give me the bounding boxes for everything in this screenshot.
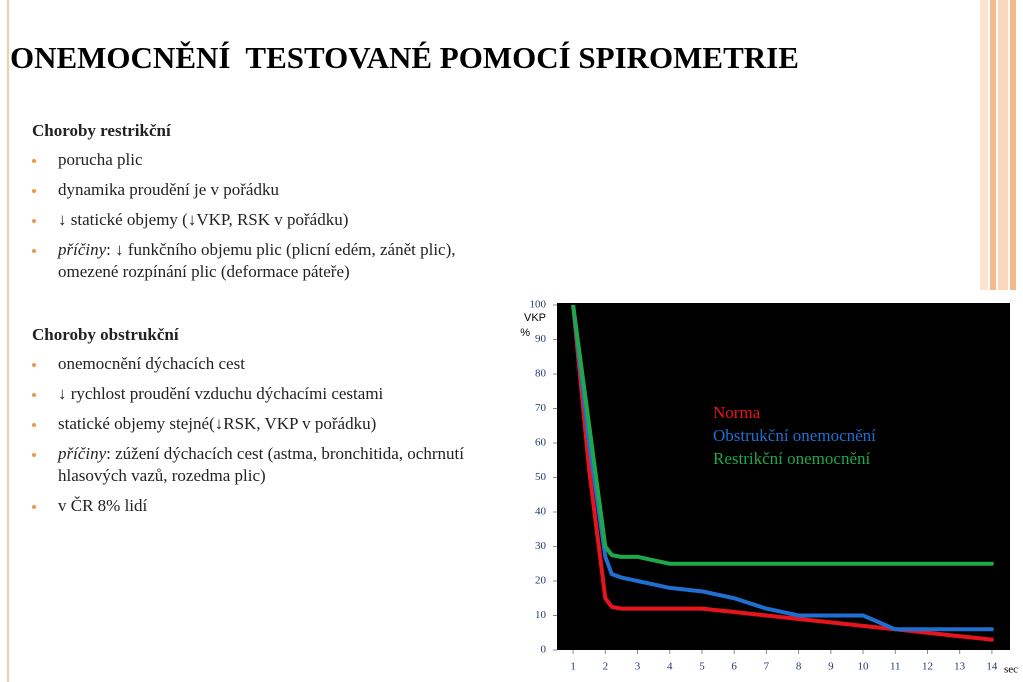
section: Choroby restrikční porucha plic dynamika p…: [32, 121, 512, 291]
y-tick-label: 50: [535, 471, 547, 483]
bullet-item: dynamika proudění je v pořádku: [32, 179, 512, 201]
legend-entry: Norma: [713, 403, 761, 422]
italic-text: příčiny: [58, 444, 107, 463]
item-text: onemocnění dýchacích cest: [58, 354, 245, 373]
left-rule: [7, 0, 9, 682]
section: Choroby obstrukční onemocnění dýchacích c…: [32, 325, 512, 525]
bullet-item: příčiny: zúžení dýchacích cest (astma, b…: [32, 443, 512, 487]
x-tick-label: 3: [635, 661, 641, 673]
slide-title: ONEMOCNĚNÍ TESTOVANÉ POMOCÍ SPIROMETRIE: [10, 40, 799, 75]
y-tick-label: 70: [535, 402, 547, 414]
plot-background: [557, 303, 1010, 650]
item-text: statické objemy stejné(↓RSK, VKP v pořád…: [58, 414, 377, 433]
legend-entry: Restrikční onemocnění: [713, 449, 870, 468]
item-text: dynamika proudění je v pořádku: [58, 180, 279, 199]
item-text: ↓ statické objemy (↓VKP, RSK v pořádku): [58, 210, 349, 229]
bullet-list: porucha plic dynamika proudění je v pořád…: [32, 149, 512, 283]
y-axis-label: VKP: [524, 312, 546, 324]
italic-text: příčiny: [58, 240, 107, 259]
x-tick-label: 1: [570, 661, 576, 673]
bullet-item: ↓ rychlost proudění vzduchu dýchacími ce…: [32, 383, 512, 405]
series-line: [571, 305, 994, 632]
y-tick-label: 80: [535, 368, 547, 380]
item-text: : zúžení dýchacích cest (astma, bronchit…: [58, 444, 464, 485]
y-tick-label: 40: [535, 506, 547, 518]
y-tick-label: 60: [535, 437, 547, 449]
x-tick-label: 12: [922, 661, 933, 673]
series-line: [571, 305, 994, 642]
x-tick-label: 2: [603, 661, 609, 673]
x-tick-label: 5: [699, 661, 705, 673]
y-tick-label: 10: [535, 609, 547, 621]
item-text: porucha plic: [58, 150, 143, 169]
y-tick-label: 20: [535, 575, 547, 587]
x-tick-label: 14: [986, 661, 998, 673]
stripe: [980, 0, 988, 290]
stripe: [998, 0, 1008, 290]
bullet-item: porucha plic: [32, 149, 512, 171]
item-text: v ČR 8% lidí: [58, 496, 148, 515]
x-axis-label: sec: [1004, 664, 1018, 676]
item-text: ↓ rychlost proudění vzduchu dýchacími ce…: [58, 384, 384, 403]
y-axis-label: %: [520, 327, 530, 339]
bullet-list: onemocnění dýchacích cest ↓ rychlost prou…: [32, 353, 512, 517]
section-heading: Choroby obstrukční: [32, 325, 179, 344]
x-tick-label: 8: [796, 661, 802, 673]
series-line: [571, 305, 994, 566]
x-tick-label: 4: [667, 661, 673, 673]
y-tick-label: 90: [535, 333, 547, 345]
x-tick-label: 10: [858, 661, 870, 673]
section-heading: Choroby restrikční: [32, 121, 171, 140]
x-tick-label: 9: [828, 661, 834, 673]
bullet-item: ↓ statické objemy (↓VKP, RSK v pořádku): [32, 209, 512, 231]
x-tick-label: 11: [890, 661, 901, 673]
legend-entry: Obstrukční onemocnění: [713, 426, 876, 445]
bullet-item: příčiny: ↓ funkčního objemu plic (plicní…: [32, 239, 512, 283]
bullet-item: statické objemy stejné(↓RSK, VKP v pořád…: [32, 413, 512, 435]
item-text: : ↓ funkčního objemu plic (plicní edém, …: [58, 240, 456, 281]
bullet-item: onemocnění dýchacích cest: [32, 353, 512, 375]
y-tick-label: 0: [541, 644, 547, 656]
x-tick-label: 6: [731, 661, 737, 673]
x-tick-label: 7: [764, 661, 770, 673]
x-tick-label: 13: [954, 661, 966, 673]
y-tick-label: 30: [535, 540, 547, 552]
y-tick-label: 100: [530, 299, 547, 311]
stripe: [990, 0, 996, 290]
stripe: [1010, 0, 1016, 290]
bullet-item: v ČR 8% lidí: [32, 495, 512, 517]
